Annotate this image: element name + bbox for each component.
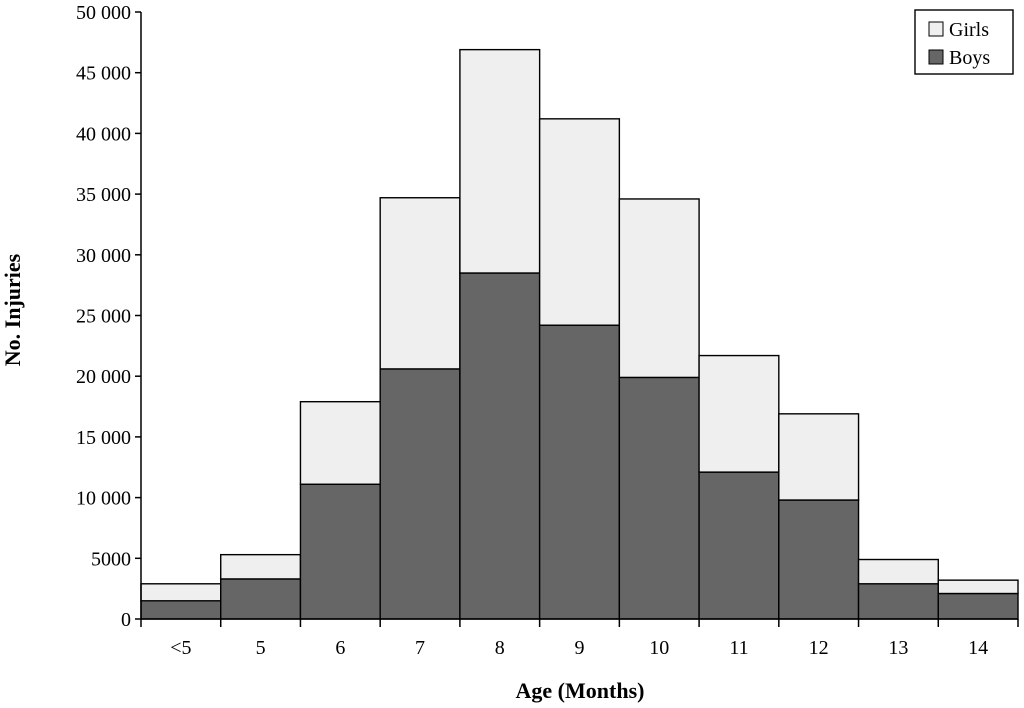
x-tick-label: 9	[575, 637, 585, 659]
x-axis-title: Age (Months)	[516, 678, 645, 703]
bar-boys-9	[857, 583, 939, 620]
bar-boys-2	[299, 483, 381, 620]
x-tick-label: 10	[649, 637, 669, 659]
x-tick-label: 6	[335, 637, 345, 659]
bar-girls-9	[857, 558, 939, 585]
bar-girls-7	[698, 354, 780, 473]
y-tick-label: 50 000	[76, 2, 131, 24]
bar-boys-0	[140, 600, 222, 620]
x-tick-label: 7	[415, 637, 425, 659]
y-tick-label: 15 000	[76, 427, 131, 449]
x-tick-label: 13	[888, 637, 908, 659]
y-tick-label: 45 000	[76, 63, 131, 85]
ticks-layer: 0 5000 10 000 15 000 20 000 25 000 30 000 35 00…	[76, 2, 1019, 659]
bar-girls-8	[778, 413, 860, 501]
y-tick-label: 5000	[91, 548, 131, 570]
bar-boys-10	[937, 592, 1019, 620]
x-tick-label: <5	[170, 637, 191, 659]
x-tick-label: 5	[256, 637, 266, 659]
legend-swatch-girls	[928, 21, 944, 37]
bar-girls-1	[220, 553, 302, 580]
legend-label-boys: Boys	[949, 47, 990, 69]
bar-boys-7	[698, 471, 780, 620]
x-tick-label: 14	[968, 637, 988, 659]
bar-boys-4	[459, 272, 541, 620]
bar-boys-5	[538, 324, 621, 620]
y-tick-label: 35 000	[76, 184, 131, 206]
legend-label-girls: Girls	[949, 19, 989, 41]
bar-girls-2	[299, 400, 381, 485]
bar-boys-1	[220, 578, 302, 620]
bar-girls-10	[937, 579, 1019, 595]
bar-girls-3	[379, 197, 461, 370]
bar-boys-8	[778, 499, 860, 620]
y-axis-title: No. Injuries	[0, 253, 25, 366]
y-tick-label: 25 000	[76, 306, 131, 328]
bars-layer	[140, 48, 1019, 620]
bar-boys-3	[379, 368, 461, 620]
bar-girls-4	[459, 48, 541, 274]
y-tick-label: 20 000	[76, 366, 131, 388]
legend: Girls Boys	[914, 9, 1014, 75]
x-tick-label: 12	[809, 637, 829, 659]
bar-girls-6	[618, 198, 700, 379]
y-tick-label: 40 000	[76, 123, 131, 145]
legend-swatch-boys	[928, 49, 944, 65]
bar-boys-6	[618, 376, 700, 620]
x-tick-label: 11	[729, 637, 748, 659]
bar-girls-0	[140, 583, 222, 602]
x-tick-label: 8	[495, 637, 505, 659]
y-tick-label: 10 000	[76, 488, 131, 510]
y-tick-label: 0	[121, 609, 131, 631]
bar-girls-5	[538, 118, 621, 326]
y-tick-label: 30 000	[76, 245, 131, 267]
